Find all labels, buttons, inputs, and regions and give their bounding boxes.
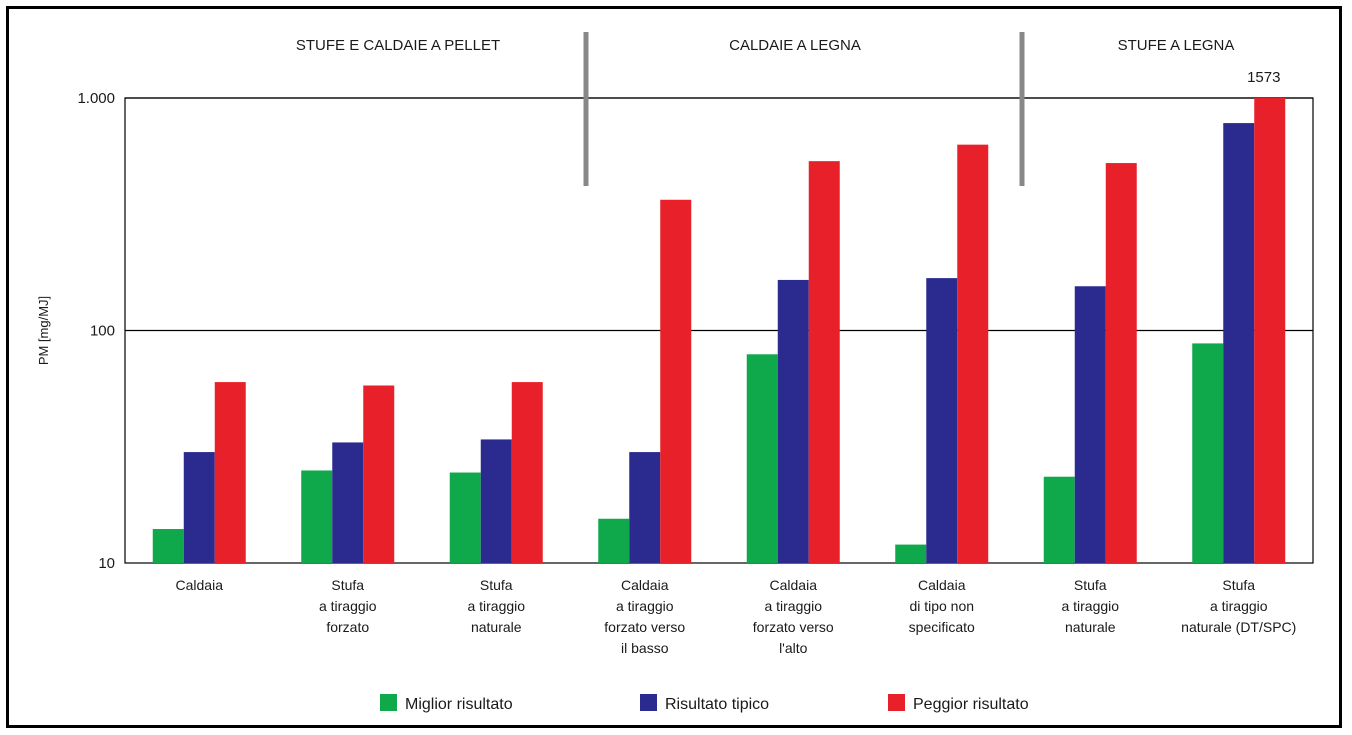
legend-swatch [640,694,657,711]
bar [214,382,246,563]
legend-label: Miglior risultato [405,696,513,713]
bar [183,452,215,563]
y-axis-label: PM [mg/MJ] [36,296,51,365]
legend-swatch [380,694,397,711]
category-label: forzato verso [604,619,685,635]
category-label: Stufa [480,577,513,593]
bar [746,354,778,563]
bar [511,382,543,563]
bar [301,470,333,563]
category-label: a tiraggio [1210,598,1268,614]
category-label: a tiraggio [764,598,822,614]
category-label: specificato [909,619,975,635]
category-label: naturale [1065,619,1116,635]
data-label: 1573 [1247,69,1280,86]
category-label: a tiraggio [616,598,674,614]
group-label: STUFE A LEGNA [1118,37,1235,54]
bar [152,529,184,563]
category-label: a tiraggio [467,598,525,614]
bar [332,442,364,563]
category-label: di tipo non [909,598,974,614]
category-label: Stufa [1222,577,1255,593]
bar [449,472,481,563]
category-label: forzato [326,619,369,635]
y-tick-label: 100 [90,323,115,340]
bar [957,144,989,563]
bar [629,452,661,563]
y-tick-label: 10 [98,555,115,572]
category-label: naturale [471,619,522,635]
bar [1192,343,1224,563]
y-tick-label: 1.000 [77,90,115,107]
category-label: Caldaia [770,577,818,593]
category-label: Caldaia [176,577,224,593]
bar [660,199,692,563]
bar [926,278,958,563]
legend-label: Peggior risultato [913,696,1029,713]
category-label: Caldaia [918,577,966,593]
legend-label: Risultato tipico [665,696,769,713]
category-label: il basso [621,640,669,656]
category-label: a tiraggio [319,598,377,614]
category-label: naturale (DT/SPC) [1181,619,1296,635]
category-label: l'alto [779,640,808,656]
category-label: Stufa [331,577,364,593]
bar [1043,476,1075,563]
category-label: forzato verso [753,619,834,635]
bar [598,518,630,563]
bar [363,385,395,563]
category-label: Caldaia [621,577,669,593]
category-label: Stufa [1074,577,1107,593]
bar [895,544,927,563]
plot-area [124,97,1314,564]
category-label: a tiraggio [1061,598,1119,614]
bar [1074,286,1106,563]
bar [1254,98,1286,563]
bar [808,161,840,563]
group-label: CALDAIE A LEGNA [729,37,861,54]
bar [777,279,809,563]
bar [480,439,512,563]
bar [1223,123,1255,563]
bar [1105,163,1137,563]
legend-swatch [888,694,905,711]
group-label: STUFE E CALDAIE A PELLET [296,37,500,54]
